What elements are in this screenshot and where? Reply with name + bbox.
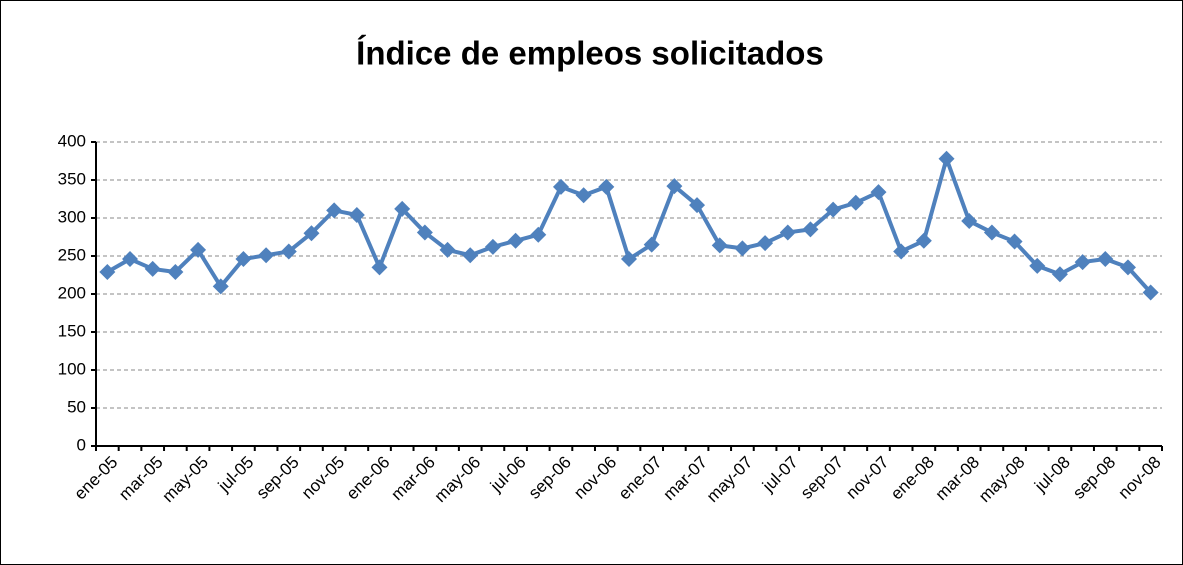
data-point (983, 224, 1000, 241)
data-point (666, 178, 683, 195)
data-point (462, 247, 479, 264)
data-point (326, 202, 343, 219)
data-point (484, 238, 501, 255)
data-point (1119, 259, 1136, 276)
data-point (1142, 284, 1159, 301)
data-point (802, 221, 819, 238)
data-point (643, 236, 660, 253)
data-point (371, 259, 388, 276)
data-point (734, 240, 751, 257)
data-point (575, 187, 592, 204)
y-tick-label: 200 (58, 283, 86, 302)
data-point (1074, 254, 1091, 271)
data-point (144, 260, 161, 277)
y-tick-label: 250 (58, 245, 86, 264)
data-point (1051, 266, 1068, 283)
data-point (1097, 251, 1114, 268)
y-tick-label: 100 (58, 359, 86, 378)
data-point (552, 178, 569, 195)
data-point (1006, 233, 1023, 250)
data-point (235, 251, 252, 268)
y-tick-label: 300 (58, 207, 86, 226)
data-point (416, 224, 433, 241)
data-point (598, 178, 615, 195)
data-point (915, 232, 932, 249)
data-point (348, 206, 365, 223)
data-point (212, 278, 229, 295)
data-point (394, 200, 411, 217)
data-point (825, 201, 842, 218)
data-point (757, 235, 774, 252)
data-point (711, 237, 728, 254)
data-point (99, 263, 116, 280)
data-point (190, 241, 207, 258)
data-point (961, 213, 978, 230)
y-tick-label: 400 (58, 131, 86, 150)
data-point (167, 263, 184, 280)
data-point (122, 251, 139, 268)
data-point (893, 243, 910, 260)
data-point (870, 184, 887, 201)
data-point (689, 197, 706, 214)
data-point (439, 241, 456, 258)
data-point (847, 194, 864, 211)
data-point (303, 225, 320, 242)
data-point (621, 251, 637, 268)
data-point (258, 247, 275, 264)
y-tick-label: 50 (67, 397, 86, 416)
y-tick-label: 0 (77, 435, 86, 454)
data-point (938, 150, 955, 167)
data-point (507, 232, 524, 249)
y-tick-label: 150 (58, 321, 86, 340)
chart-title: Índice de empleos solicitados (356, 35, 824, 72)
y-tick-label: 350 (58, 169, 86, 188)
data-point (1029, 257, 1046, 274)
data-point (779, 224, 796, 241)
data-point (530, 226, 547, 243)
data-point (280, 243, 297, 260)
